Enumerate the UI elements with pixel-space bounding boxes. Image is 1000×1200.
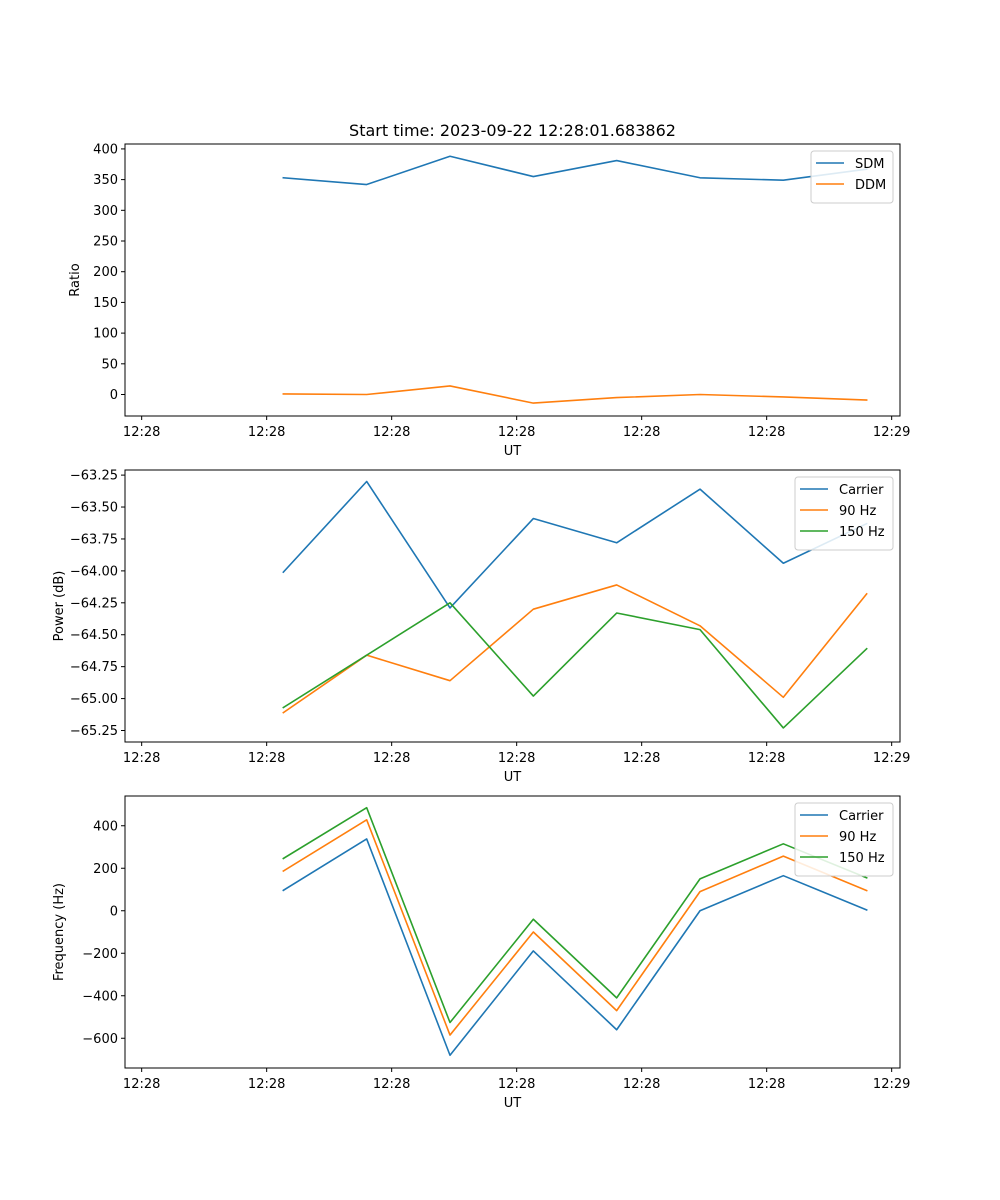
ratio-x-tick-label: 12:28: [623, 425, 660, 440]
power-x-tick-label: 12:28: [748, 751, 785, 766]
ratio-x-tick-label: 12:28: [748, 425, 785, 440]
frequency-axes-frame: [124, 795, 901, 1069]
ratio-legend: SDM DDM: [810, 150, 894, 204]
frequency-series-150-hz-line: [282, 806, 868, 1024]
frequency-y-tick-label: −600: [82, 1032, 118, 1047]
power-y-tick-label: −64.50: [70, 628, 118, 643]
power-legend-label: 150 Hz: [839, 525, 885, 540]
frequency-series-carrier-line: [282, 838, 868, 1057]
frequency-x-tick-label: 12:28: [623, 1077, 660, 1092]
power-series-90-hz-line: [282, 584, 868, 714]
frequency-y-tick-label: −400: [82, 989, 118, 1004]
power-legend-label: Carrier: [839, 483, 884, 498]
power-series-150-hz-line: [282, 602, 868, 729]
frequency-series-90-hz-line: [282, 818, 868, 1036]
ratio-x-tick-label: 12:29: [873, 425, 910, 440]
frequency-x-tick-label: 12:28: [498, 1077, 535, 1092]
ratio-series-sdm-line: [282, 155, 868, 186]
ratio-x-tick-label: 12:28: [123, 425, 160, 440]
ratio-legend-box: [810, 150, 894, 204]
frequency-x-tick-label: 12:28: [248, 1077, 285, 1092]
power-y-tick-label: −63.75: [70, 532, 118, 547]
ratio-y-tick-label: 50: [101, 357, 118, 372]
ratio-y-tick-label: 150: [93, 296, 118, 311]
ratio-x-tick-label: 12:28: [248, 425, 285, 440]
frequency-chart-panel: 12:28 12:28 12:28 12:28 12:28 12:28 12:29 −600 −…: [52, 795, 910, 1111]
frequency-x-tick-label: 12:28: [748, 1077, 785, 1092]
power-x-tick-label: 12:28: [123, 751, 160, 766]
ratio-legend-label: SDM: [855, 157, 884, 172]
power-legend-label: 90 Hz: [839, 504, 876, 519]
frequency-y-tick-label: 400: [93, 819, 118, 834]
ratio-y-tick-label: 350: [93, 173, 118, 188]
ratio-series-ddm-line: [282, 385, 868, 404]
frequency-x-tick-label: 12:28: [123, 1077, 160, 1092]
ratio-axes-frame: [124, 143, 901, 417]
ratio-chart-panel: 12:28 12:28 12:28 12:28 12:28 12:28 12:29 0 50 10…: [68, 142, 910, 459]
frequency-legend-label: 90 Hz: [839, 830, 876, 845]
power-x-tick-label: 12:28: [498, 751, 535, 766]
power-x-tick-label: 12:28: [623, 751, 660, 766]
frequency-x-axis-label: UT: [504, 1096, 522, 1111]
ratio-x-tick-label: 12:28: [498, 425, 535, 440]
figure-title: Start time: 2023-09-22 12:28:01.683862: [349, 121, 676, 140]
ratio-legend-label: DDM: [855, 178, 886, 193]
frequency-x-tick-label: 12:29: [873, 1077, 910, 1092]
ratio-y-tick-label: 300: [93, 204, 118, 219]
power-x-axis-label: UT: [504, 770, 522, 785]
power-y-axis-label: Power (dB): [52, 571, 67, 642]
power-x-tick-label: 12:28: [248, 751, 285, 766]
power-y-tick-label: −65.25: [70, 724, 118, 739]
ratio-y-axis-label: Ratio: [68, 263, 83, 296]
power-axes-frame: [124, 469, 901, 743]
power-y-tick-label: −65.00: [70, 692, 118, 707]
frequency-y-tick-label: 0: [110, 904, 118, 919]
power-legend: Carrier 90 Hz 150 Hz: [794, 476, 894, 551]
ratio-y-tick-label: 250: [93, 235, 118, 250]
power-y-tick-label: −63.25: [70, 469, 118, 484]
ratio-y-tick-label: 400: [93, 142, 118, 157]
power-y-tick-label: −64.75: [70, 660, 118, 675]
power-x-tick-label: 12:29: [873, 751, 910, 766]
ratio-y-tick-label: 200: [93, 265, 118, 280]
power-y-tick-label: −64.25: [70, 596, 118, 611]
power-series-carrier-line: [282, 480, 868, 609]
frequency-y-tick-label: 200: [93, 862, 118, 877]
frequency-legend-label: Carrier: [839, 809, 884, 824]
ratio-y-tick-label: 0: [110, 388, 118, 403]
power-y-tick-label: −63.50: [70, 501, 118, 516]
power-y-tick-label: −64.00: [70, 564, 118, 579]
power-x-tick-label: 12:28: [373, 751, 410, 766]
frequency-legend-label: 150 Hz: [839, 851, 885, 866]
ratio-x-axis-label: UT: [504, 444, 522, 459]
ratio-y-tick-label: 100: [93, 327, 118, 342]
frequency-y-axis-label: Frequency (Hz): [52, 883, 67, 981]
frequency-legend: Carrier 90 Hz 150 Hz: [794, 802, 894, 877]
frequency-x-tick-label: 12:28: [373, 1077, 410, 1092]
ratio-x-tick-label: 12:28: [373, 425, 410, 440]
frequency-y-tick-label: −200: [82, 947, 118, 962]
power-chart-panel: 12:28 12:28 12:28 12:28 12:28 12:28 12:29 −65.2…: [52, 469, 910, 785]
